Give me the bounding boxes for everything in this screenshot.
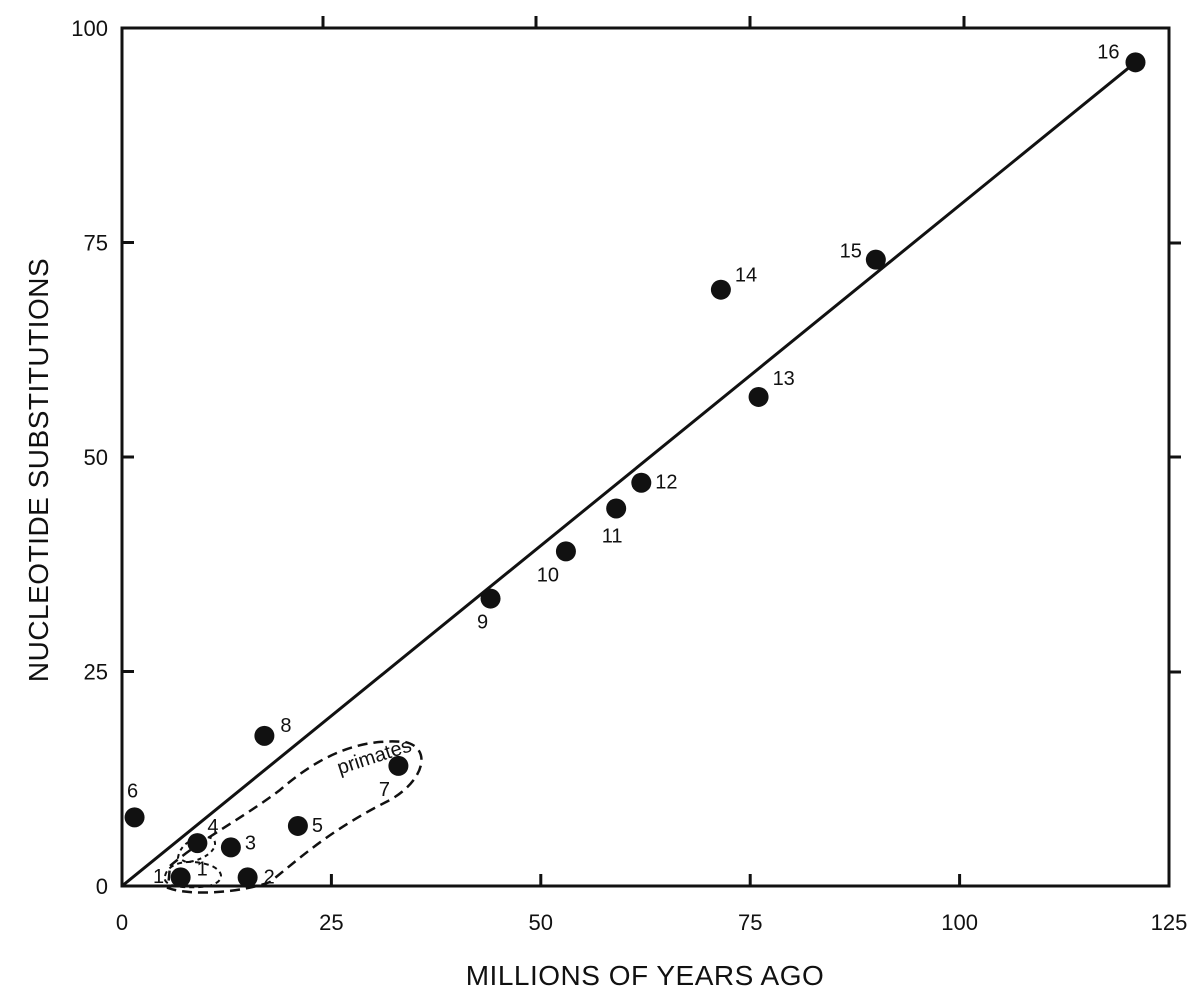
- y-axis-ticks: 0 25 50 75 100: [71, 16, 134, 899]
- y-tick-label: 75: [84, 231, 108, 256]
- point-label-15: 15: [840, 241, 862, 263]
- data-point-8: [254, 725, 275, 746]
- y-axis-title: NUCLEOTIDE SUBSTITUTIONS: [23, 258, 54, 682]
- data-point-1: [170, 867, 191, 888]
- x-tick-label: 50: [529, 910, 553, 935]
- data-point-4: [187, 833, 208, 854]
- data-point-15: [865, 249, 886, 270]
- point-label-6: 6: [127, 780, 138, 802]
- x-tick-label: 100: [941, 910, 978, 935]
- y-tick-label: 50: [84, 445, 108, 470]
- x-tick-label: 75: [738, 910, 762, 935]
- data-point-11: [606, 498, 627, 519]
- data-point-3: [220, 837, 241, 858]
- y-tick-label: 0: [96, 874, 108, 899]
- point-label-1: 1: [197, 858, 208, 880]
- point-label-3: 3: [245, 832, 256, 854]
- regression-line: [121, 61, 1137, 888]
- data-point-14: [710, 279, 731, 300]
- point-label-9: 9: [477, 612, 488, 634]
- data-point-5: [287, 815, 308, 836]
- point-label-11: 11: [602, 525, 623, 547]
- y-tick-label: 100: [71, 16, 108, 41]
- x-axis-ticks: 0 25 50 75 100 125: [116, 874, 1187, 935]
- point-label-2: 2: [264, 866, 275, 888]
- y-tick-label: 25: [84, 660, 108, 685]
- data-point-16: [1125, 52, 1146, 73]
- frame-ticks: [321, 16, 1181, 674]
- point-label-14: 14: [735, 265, 757, 287]
- point-label-8: 8: [280, 715, 291, 737]
- x-axis-title: MILLIONS OF YEARS AGO: [466, 960, 825, 991]
- point-label-7: 7: [379, 779, 390, 801]
- data-point-7: [388, 755, 409, 776]
- data-point-12: [631, 472, 652, 493]
- point-label-12: 12: [655, 472, 677, 494]
- point-label-5: 5: [312, 815, 323, 837]
- point-label-10: 10: [537, 564, 559, 586]
- data-point-13: [748, 386, 769, 407]
- inner-dashed-outline: [163, 860, 223, 889]
- point-label-4: 4: [207, 816, 218, 838]
- x-tick-label: 125: [1151, 910, 1188, 935]
- data-point-10: [555, 541, 576, 562]
- point-label-13: 13: [773, 368, 795, 390]
- data-point-9: [480, 588, 501, 609]
- data-point-2: [237, 867, 258, 888]
- x-tick-label: 0: [116, 910, 128, 935]
- point-label-16: 16: [1097, 41, 1119, 63]
- primates-outline: [166, 740, 423, 894]
- data-point-6: [124, 807, 145, 828]
- x-tick-label: 25: [319, 910, 343, 935]
- point-label-extra: 1: [153, 866, 164, 888]
